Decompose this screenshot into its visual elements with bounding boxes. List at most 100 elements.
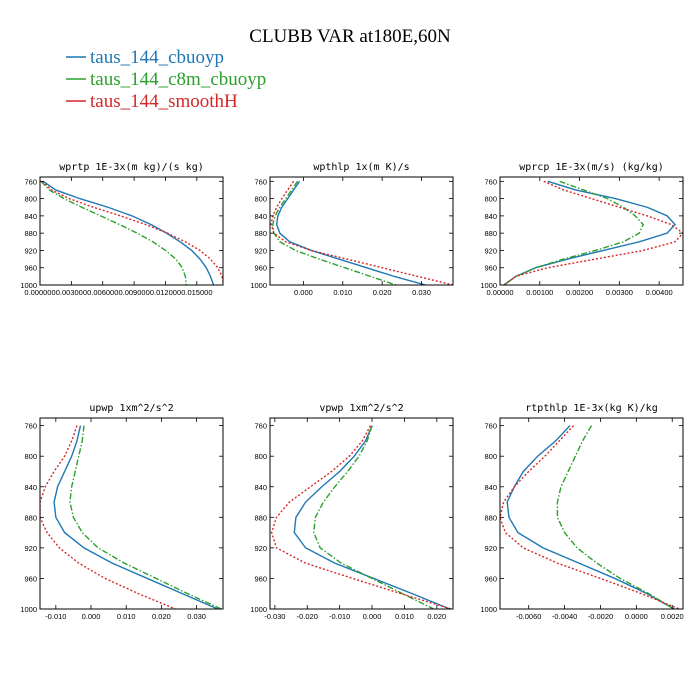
y-tick-label: 880	[484, 229, 497, 238]
panel-4: upwp 1xm^2/s^2 760 800 840 880 920 960 1000 -0.0…	[20, 403, 224, 621]
series-line-taus_144_c8m_cbuoyp	[40, 180, 188, 285]
y-tick-label: 880	[24, 513, 37, 522]
y-tick-label: 840	[254, 212, 267, 221]
panel-title: vpwp 1xm^2/s^2	[319, 403, 403, 414]
y-tick-label: 960	[24, 264, 37, 273]
x-tick-label: 0.00300	[606, 288, 633, 297]
x-tick-label: 0.030	[187, 612, 206, 621]
plot-frame	[39, 176, 224, 286]
x-tick-label: 0.00400	[646, 288, 673, 297]
series-line-taus_144_cbuoyp	[275, 180, 426, 285]
y-tick-label: 960	[254, 574, 267, 583]
legend-entry-c8m-cbuoyp: taus_144_c8m_cbuoyp	[66, 69, 266, 90]
panel-5: vpwp 1xm^2/s^27608008408809209601000-0.0…	[250, 403, 454, 621]
series-line-taus_144_c8m_cbuoyp	[556, 425, 675, 609]
y-tick-label: 920	[24, 544, 37, 553]
y-tick-label: 960	[484, 574, 497, 583]
x-tick-label: -0.030	[264, 612, 285, 621]
panel-6: rtpthlp 1E-3x(kg K)/kg 760 800 840 880 920 960…	[480, 403, 683, 621]
x-tick-label: 0.010	[395, 612, 414, 621]
x-tick-label: 0.00000	[486, 288, 513, 297]
x-tick-label: 0.000	[363, 612, 382, 621]
x-tick-label: 0.006000	[87, 288, 118, 297]
series-line-taus_144_smoothH	[270, 180, 453, 285]
series-line-taus_144_c8m_cbuoyp	[69, 425, 222, 609]
series-line-taus_144_c8m_cbuoyp	[503, 180, 645, 285]
series-line-taus_144_cbuoyp	[53, 425, 218, 609]
panels: wprtp 1E-3x(m kg)/(s kg) 760 800 840 880 920 9…	[20, 162, 683, 621]
y-tick-label: 880	[484, 513, 497, 522]
y-tick-label: 800	[24, 452, 37, 461]
x-tick-label: 0.00100	[526, 288, 553, 297]
x-tick-label: 0.010	[117, 612, 136, 621]
y-tick-label: 880	[254, 229, 267, 238]
x-tick-label: 0.020	[373, 288, 392, 297]
y-tick-label: 760	[24, 422, 37, 431]
y-tick-label: 960	[24, 574, 37, 583]
y-tick-label: 800	[254, 452, 267, 461]
y-tick-label: 960	[254, 264, 267, 273]
legend-entry-cbuoyp: taus_144_cbuoyp	[66, 47, 224, 68]
series-line-taus_144_c8m_cbuoyp	[272, 180, 397, 285]
y-tick-label: 920	[484, 544, 497, 553]
y-tick-label: 840	[484, 212, 497, 221]
legend-label: taus_144_cbuoyp	[90, 47, 224, 68]
y-tick-label: 760	[484, 422, 497, 431]
x-tick-label: 0.012000	[150, 288, 181, 297]
y-tick-label: 1000	[250, 605, 267, 614]
x-tick-label: 0.009000	[118, 288, 149, 297]
x-tick-label: 0.00200	[566, 288, 593, 297]
panel-2: wpthlp 1x(m K)/s 760 800 840 880 920 960 1000 0.…	[250, 162, 454, 297]
plot-frame	[269, 176, 454, 286]
y-tick-label: 1000	[250, 281, 267, 290]
x-tick-label: 0.020	[427, 612, 446, 621]
y-tick-label: 800	[484, 195, 497, 204]
legend-label: taus_144_smoothH	[90, 91, 238, 112]
x-tick-label: 0.000	[294, 288, 313, 297]
x-tick-label: 0.015000	[181, 288, 212, 297]
y-tick-label: 1000	[20, 605, 37, 614]
y-tick-label: 760	[24, 177, 37, 186]
series-line-taus_144_smoothH	[40, 425, 176, 609]
x-tick-label: 0.010	[333, 288, 352, 297]
series-line-taus_144_smoothH	[270, 425, 452, 609]
panel-title: upwp 1xm^2/s^2	[89, 403, 173, 414]
panel-title: wprcp 1E-3x(m/s) (kg/kg)	[519, 162, 664, 173]
panel-title: wpthlp 1x(m K)/s	[313, 162, 409, 173]
x-tick-label: -0.010	[329, 612, 350, 621]
legend-label: taus_144_c8m_cbuoyp	[90, 69, 266, 90]
series-line-taus_144_cbuoyp	[293, 425, 451, 609]
y-tick-label: 840	[24, 483, 37, 492]
y-tick-label: 920	[24, 246, 37, 255]
y-tick-label: 760	[254, 177, 267, 186]
plot-frame	[269, 417, 454, 610]
figure-title: CLUBB VAR at180E,60N	[249, 26, 451, 47]
series-line-taus_144_cbuoyp	[42, 180, 215, 285]
series-line-taus_144_smoothH	[500, 425, 680, 609]
y-tick-label: 880	[254, 513, 267, 522]
y-tick-label: 880	[24, 229, 37, 238]
x-tick-label: 0.030	[412, 288, 431, 297]
plot-frame	[499, 417, 684, 610]
x-tick-label: -0.0060	[516, 612, 541, 621]
x-tick-label: -0.0040	[552, 612, 577, 621]
x-tick-label: -0.0020	[588, 612, 613, 621]
y-tick-label: 1000	[480, 281, 497, 290]
y-tick-label: 920	[254, 246, 267, 255]
y-tick-label: 840	[484, 483, 497, 492]
legend: taus_144_cbuoyp taus_144_c8m_cbuoyp taus…	[66, 47, 266, 112]
y-tick-label: 760	[484, 177, 497, 186]
series-line-taus_144_cbuoyp	[503, 180, 676, 285]
panel-title: rtpthlp 1E-3x(kg K)/kg	[525, 403, 657, 414]
legend-entry-smoothh: taus_144_smoothH	[66, 91, 238, 112]
series-line-taus_144_cbuoyp	[506, 425, 675, 609]
x-tick-label: 0.0000	[625, 612, 648, 621]
x-tick-label: 0.0020	[661, 612, 684, 621]
panel-3: wprcp 1E-3x(m/s) (kg/kg) 760 800 840 880 920 9…	[480, 162, 684, 297]
x-tick-label: 0.000000	[24, 288, 55, 297]
series-line-taus_144_c8m_cbuoyp	[313, 425, 434, 609]
x-tick-label: 0.003000	[56, 288, 87, 297]
x-tick-label: 0.000	[82, 612, 101, 621]
panel-title: wprtp 1E-3x(m kg)/(s kg)	[59, 162, 204, 173]
